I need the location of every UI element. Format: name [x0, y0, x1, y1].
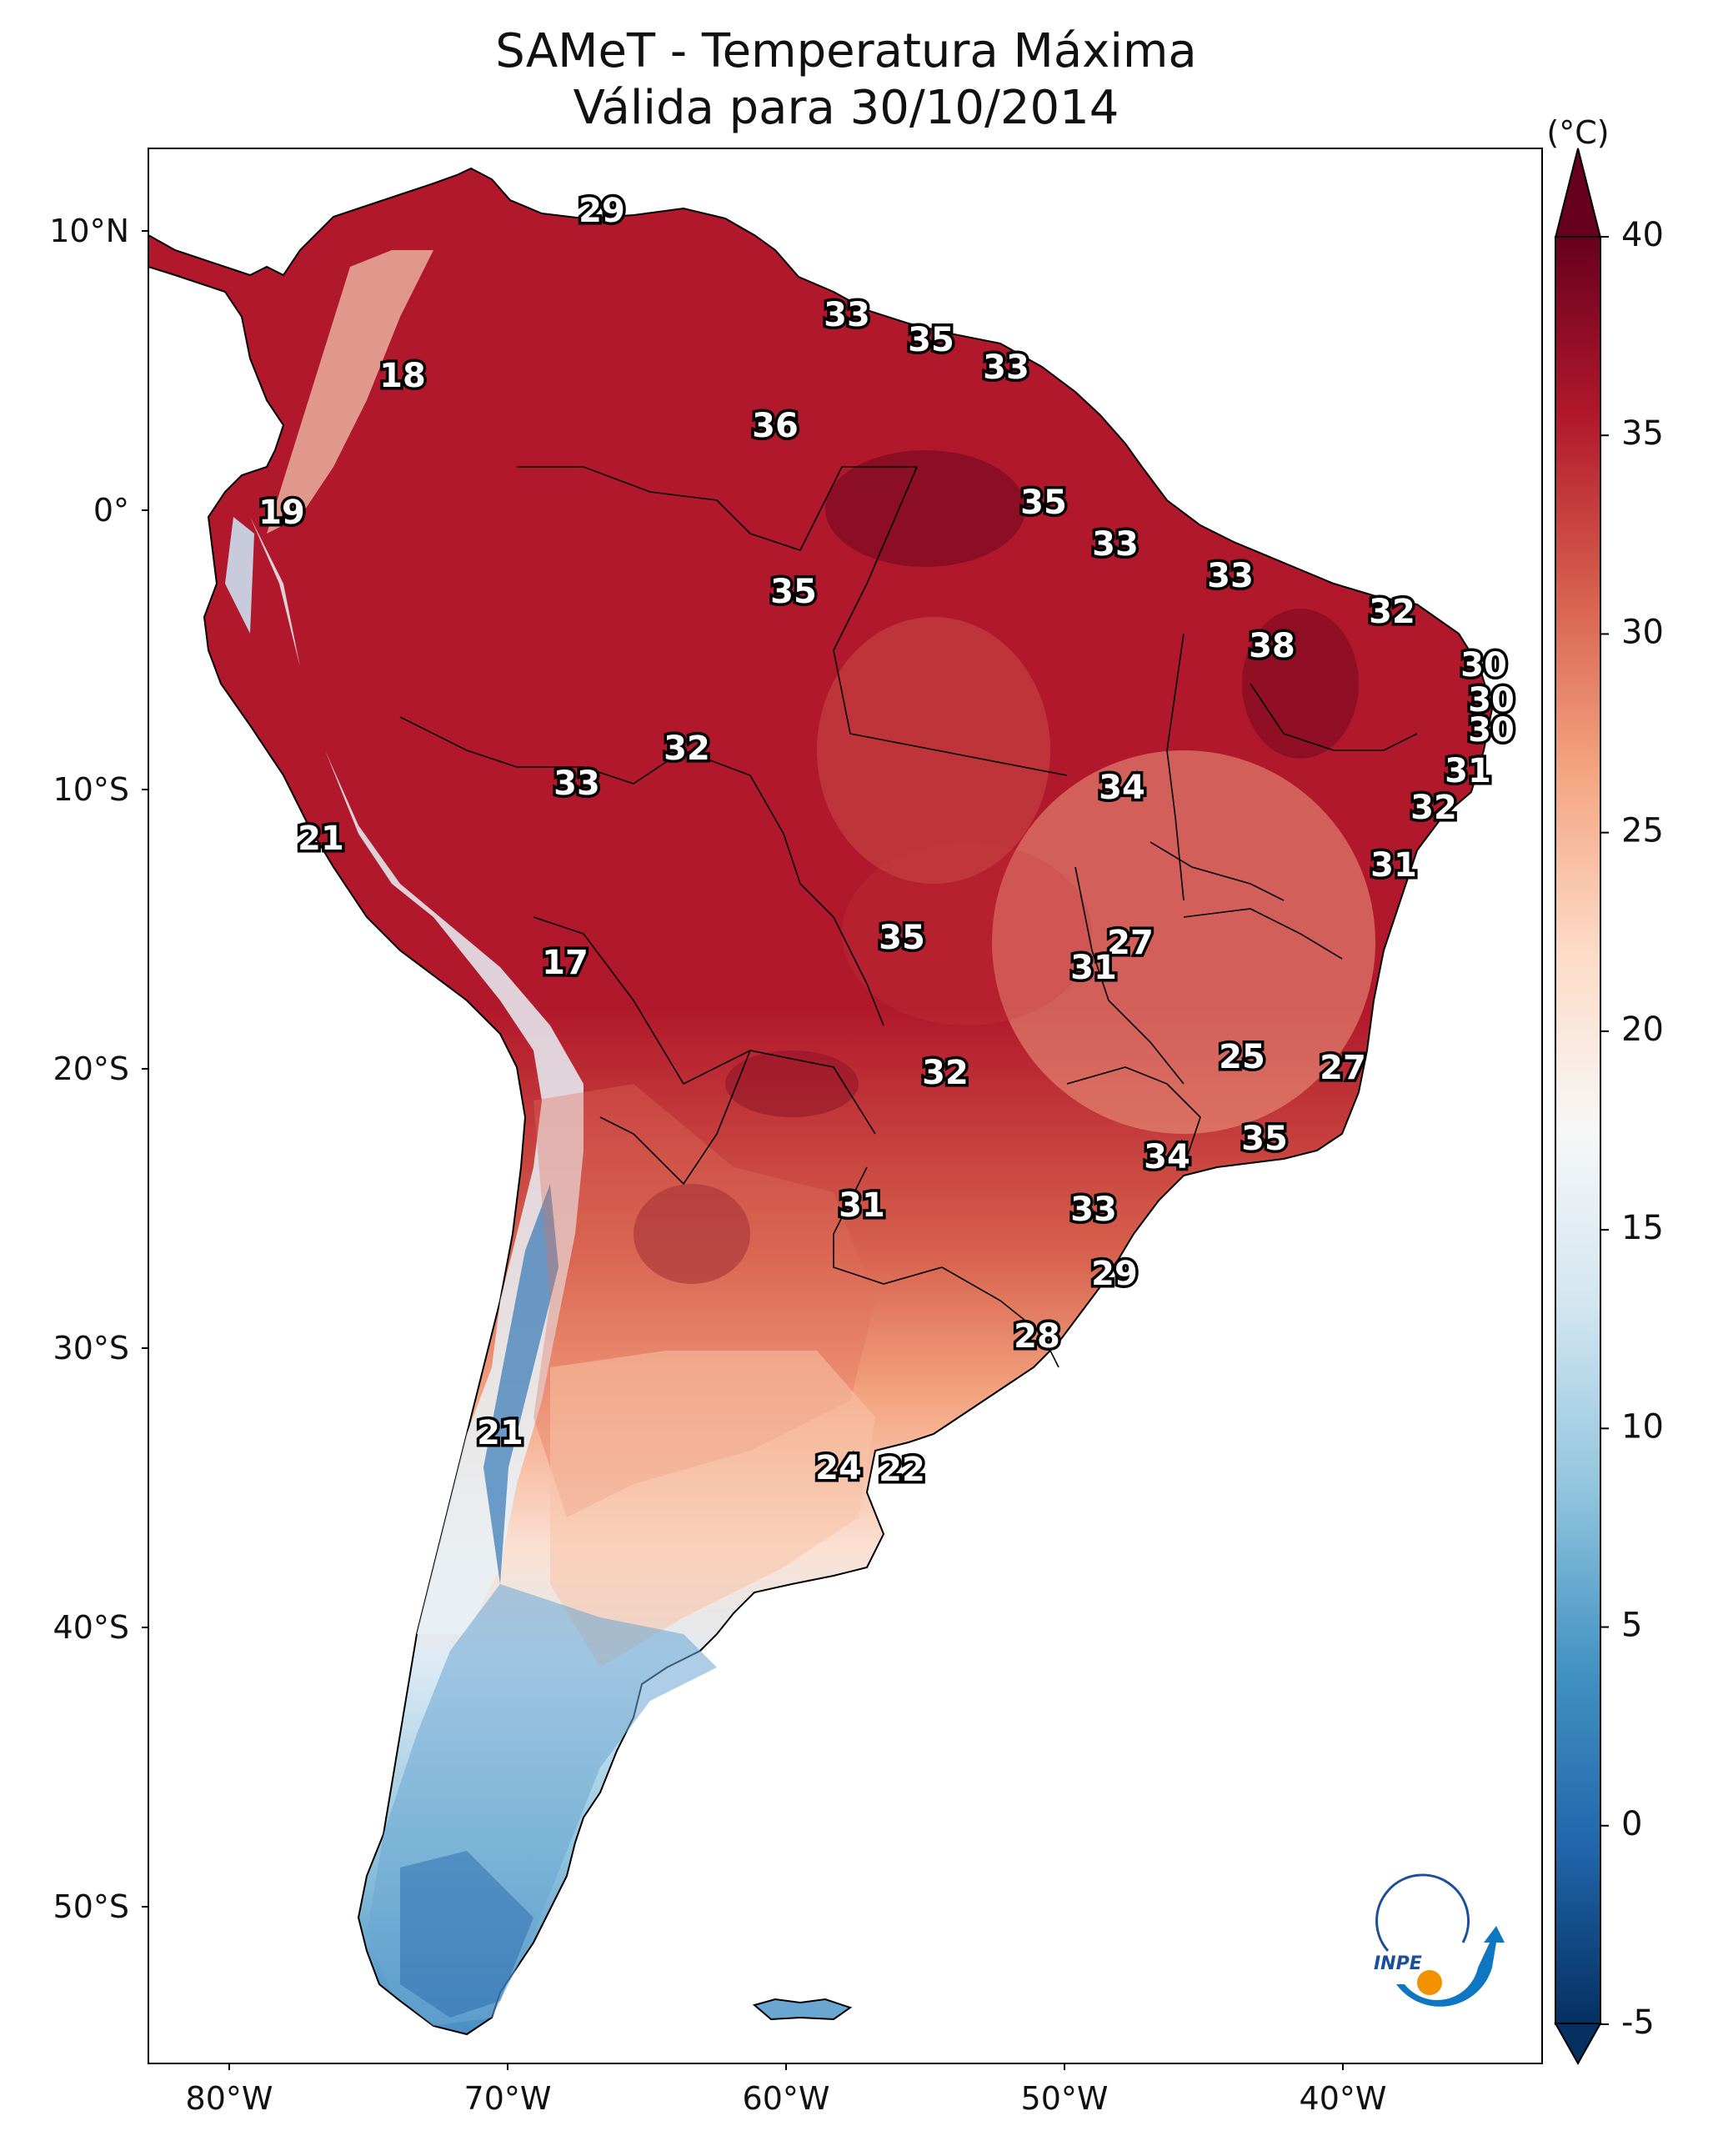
colorbar-tick-label: 25	[1621, 812, 1664, 850]
station-temperature-label: 28	[1014, 1317, 1060, 1356]
station-temperature-label: 21	[298, 820, 344, 858]
colorbar-unit: (°C)	[1546, 114, 1609, 151]
colorbar-scale	[1555, 236, 1601, 2025]
longitude-axis: 80°W 70°W 60°W 50°W 40°W	[186, 2063, 1387, 2117]
station-temperature-label: 30	[1468, 711, 1515, 750]
station-temperature-label: 17	[542, 944, 589, 982]
station-temperature-label: 24	[815, 1449, 862, 1487]
station-temperature-label: 35	[879, 919, 925, 957]
station-temperature-label: 33	[553, 765, 600, 803]
station-temperature-label: 33	[983, 348, 1029, 387]
longitude-tick-label: 80°W	[186, 2080, 273, 2117]
station-temperature-label: 34	[1099, 769, 1145, 807]
latitude-tick-label: 30°S	[53, 1330, 129, 1366]
colorbar-tick-label: -5	[1621, 2003, 1655, 2042]
colorbar-extend-min	[1554, 2023, 1602, 2066]
logo-text: INPE	[1374, 1953, 1422, 1974]
latitude-axis: 10°N 0° 10°S 20°S 30°S 40°S 50°S	[49, 213, 148, 1925]
station-temperature-label: 18	[379, 357, 426, 395]
longitude-tick-label: 40°W	[1300, 2080, 1387, 2117]
station-temperature-label: 33	[824, 296, 870, 334]
title-line-1: SAMeT - Temperatura Máxima	[495, 24, 1197, 78]
map-title: SAMeT - Temperatura Máxima Válida para 3…	[150, 23, 1542, 137]
station-temperature-label: 29	[579, 192, 625, 230]
station-temperature-label: 33	[1207, 557, 1254, 595]
colorbar-tick-label: 0	[1621, 1805, 1642, 1843]
south-america-land	[148, 167, 1494, 2036]
station-temperature-label: 27	[1320, 1049, 1366, 1087]
longitude-tick-label: 60°W	[743, 2080, 830, 2117]
station-temperature-label: 32	[922, 1054, 969, 1092]
logo-arrow-icon	[1396, 1926, 1505, 2007]
station-temperature-label: 29	[1091, 1255, 1138, 1293]
station-temperature-label: 32	[1410, 789, 1457, 827]
country-borders	[399, 466, 1418, 1368]
longitude-tick-label: 70°W	[464, 2080, 552, 2117]
station-temperature-label: 32	[664, 730, 710, 768]
latitude-tick-label: 10°N	[49, 213, 129, 249]
latitude-tick-label: 40°S	[53, 1609, 129, 1646]
colorbar-tick-label: 40	[1621, 216, 1664, 254]
station-temperature-label: 36	[752, 407, 799, 445]
colorbar-tick-label: 15	[1621, 1209, 1664, 1247]
station-temperature-label: 19	[258, 494, 305, 532]
map-area	[148, 148, 1542, 2063]
station-temperature-label: 35	[770, 573, 817, 611]
latitude-tick-label: 0°	[93, 492, 129, 529]
inpe-logo: INPE	[1374, 1873, 1505, 2007]
station-temperature-label: 25	[1219, 1038, 1265, 1076]
latitude-tick-label: 20°S	[53, 1050, 129, 1087]
map-frame	[148, 148, 1543, 2064]
station-temperature-label: 27	[1107, 924, 1154, 962]
station-temperature-label: 33	[1070, 1191, 1117, 1229]
colorbar-tick-label: 30	[1621, 613, 1664, 651]
title-line-2: Válida para 30/10/2014	[573, 81, 1119, 135]
station-temperature-label: 35	[1241, 1120, 1288, 1158]
colorbar-extend-max	[1554, 148, 1602, 238]
station-temperature-label: 31	[1070, 949, 1117, 987]
logo-sun-icon	[1417, 1970, 1442, 1995]
colorbar-tick-label: 20	[1621, 1010, 1664, 1049]
station-temperature-label: 31	[839, 1186, 885, 1225]
colorbar-tick-label: 10	[1621, 1407, 1664, 1446]
longitude-tick-label: 50°W	[1021, 2080, 1109, 2117]
latitude-tick-label: 50°S	[53, 1888, 129, 1925]
station-temperature-label: 34	[1144, 1138, 1190, 1176]
station-temperature-label: 31	[1445, 752, 1491, 790]
station-temperature-label: 33	[1092, 525, 1139, 564]
logo-orbit-icon	[1375, 1873, 1470, 1952]
station-temperature-label: 35	[908, 321, 954, 359]
colorbar-tick-label: 5	[1621, 1607, 1642, 1645]
station-temperature-label: 32	[1369, 593, 1415, 631]
station-temperature-label: 35	[1020, 484, 1067, 522]
colorbar-ticks: 40 35 30 25 20 15 10 5 0 -5	[1600, 216, 1664, 2042]
colorbar-tick-label: 35	[1621, 414, 1664, 453]
station-temperature-label: 31	[1370, 846, 1417, 885]
colorbar: (°C) 40 35 30 25 20 15 10 5 0 -5	[1546, 114, 1664, 2066]
station-temperature-label: 30	[1468, 681, 1515, 720]
station-temperature-label: 21	[477, 1414, 523, 1452]
station-temperature-label: 38	[1249, 627, 1295, 665]
latitude-tick-label: 10°S	[53, 771, 129, 808]
station-temperature-label: 22	[879, 1451, 925, 1489]
station-temperature-label: 30	[1460, 646, 1507, 684]
